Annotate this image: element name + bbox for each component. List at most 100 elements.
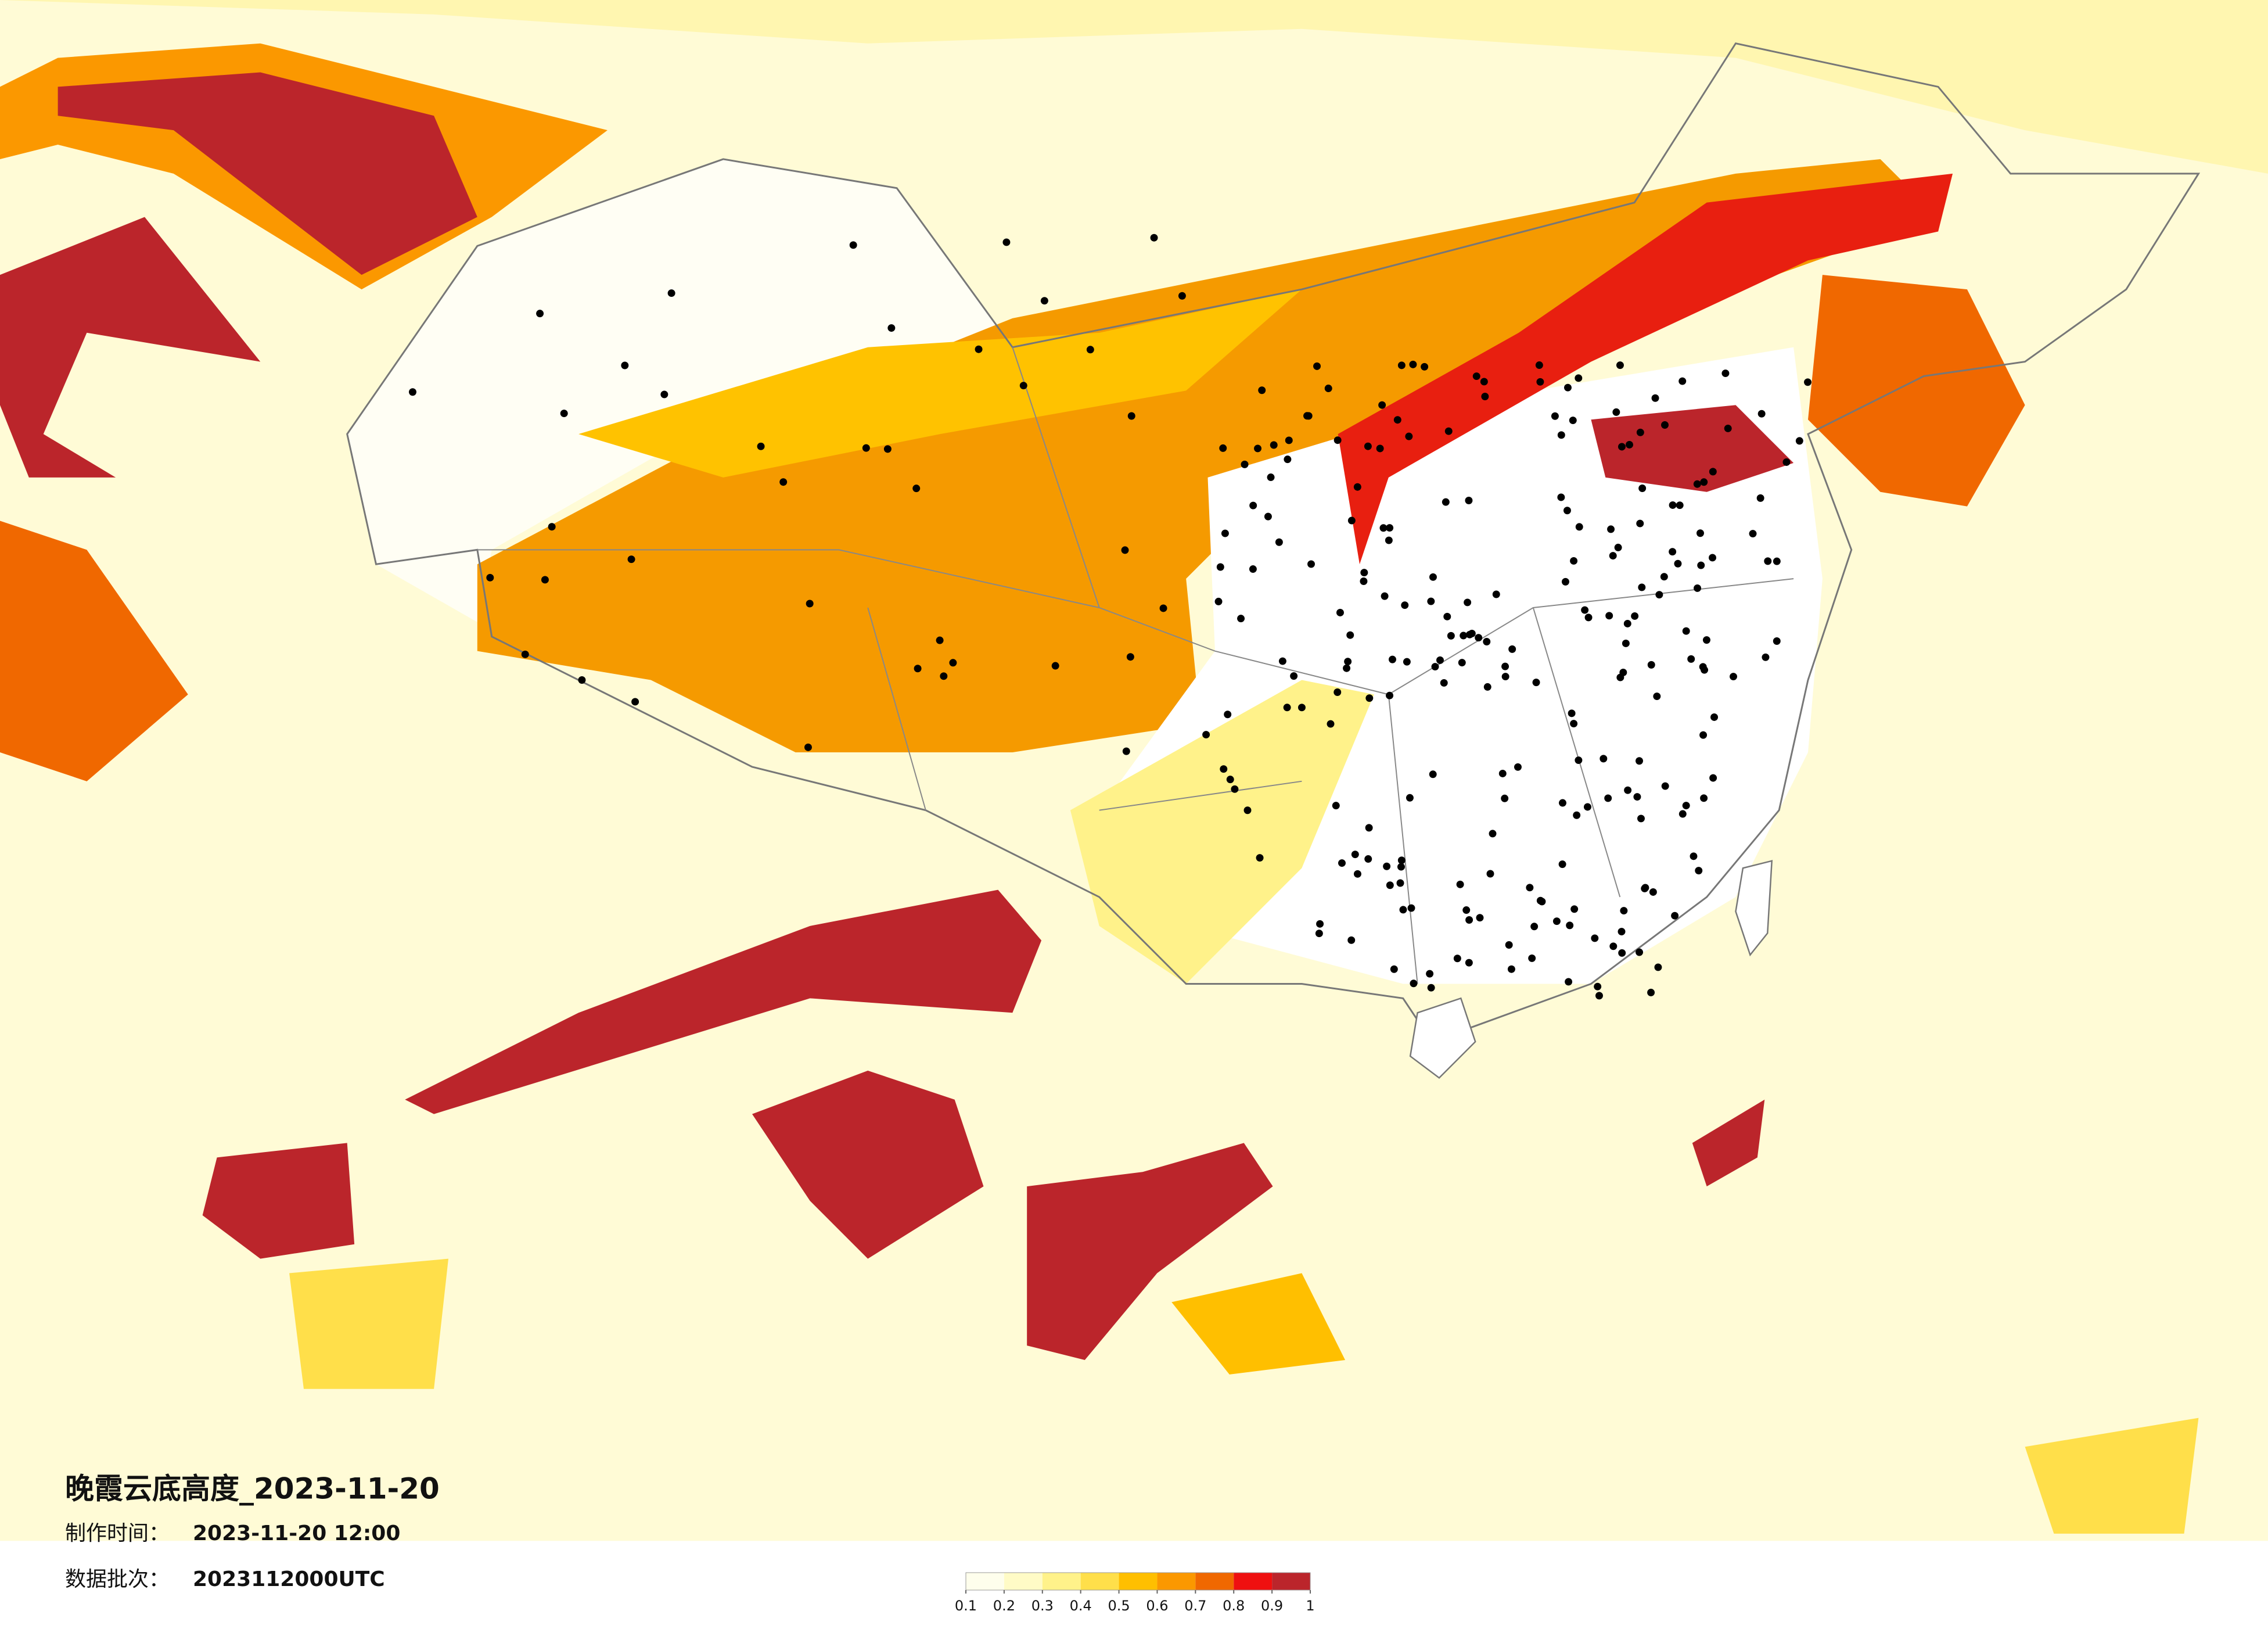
city-dot	[1429, 573, 1437, 581]
city-dot	[1343, 664, 1351, 672]
city-dot	[1618, 443, 1626, 451]
city-dot	[1346, 631, 1354, 639]
city-dot	[1669, 548, 1677, 556]
city-dot	[1661, 421, 1669, 429]
city-dot	[1508, 645, 1516, 653]
city-dot	[1638, 485, 1647, 492]
field-darkred-n	[1591, 405, 1794, 492]
city-dot	[1389, 655, 1396, 663]
city-dot	[1406, 794, 1414, 802]
city-dot	[1620, 907, 1628, 915]
city-dot	[1386, 881, 1394, 889]
city-dot	[1378, 401, 1386, 409]
field-amber-s	[1171, 1273, 1346, 1375]
city-dot	[1594, 982, 1602, 991]
city-dot	[1360, 577, 1368, 585]
city-dot	[1764, 557, 1772, 565]
city-dot	[1344, 658, 1352, 666]
city-dot	[1641, 884, 1649, 892]
city-dot	[1237, 615, 1245, 623]
city-dot	[1697, 561, 1705, 569]
city-dot	[1595, 992, 1603, 1000]
city-dot	[1538, 898, 1546, 906]
city-dot	[779, 478, 788, 486]
city-dot	[1678, 810, 1687, 818]
city-dot	[1530, 923, 1539, 931]
field-yellow-sw	[1070, 680, 1374, 984]
city-dot	[1364, 855, 1372, 863]
city-dot	[1636, 948, 1644, 956]
city-dot	[1532, 679, 1540, 687]
city-dot	[1581, 606, 1589, 614]
city-dot	[1040, 297, 1048, 305]
city-dot	[1465, 497, 1473, 504]
city-dot	[1440, 679, 1448, 687]
field-orange-ne	[1808, 275, 2025, 507]
city-dot	[1126, 653, 1134, 661]
city-dot	[1278, 657, 1286, 665]
city-dot	[1462, 906, 1471, 914]
city-dot	[1390, 965, 1398, 973]
city-dot	[940, 672, 948, 680]
city-dot	[1600, 755, 1608, 763]
city-dot	[1682, 802, 1690, 810]
city-dot	[1654, 963, 1662, 971]
city-dot	[1481, 393, 1489, 400]
city-dot	[1456, 880, 1464, 888]
city-dot	[1536, 378, 1544, 386]
city-dot	[1483, 638, 1491, 645]
city-dot	[621, 361, 629, 369]
city-dot	[1626, 440, 1633, 448]
city-dot	[887, 324, 896, 332]
city-dot	[1386, 524, 1394, 532]
field-darkred-w	[0, 217, 261, 478]
city-dot	[1696, 529, 1704, 537]
field-darkred-se	[1692, 1099, 1765, 1187]
city-dot	[1710, 713, 1719, 721]
city-dot	[1674, 559, 1682, 568]
field-darkred-sc	[1027, 1143, 1273, 1360]
city-dot	[1336, 608, 1344, 616]
city-dot	[1220, 765, 1228, 773]
colorbar-tick-label: 0.2	[993, 1598, 1015, 1614]
city-dot	[1431, 663, 1439, 671]
city-dot	[1397, 856, 1406, 864]
city-dot	[1360, 569, 1368, 577]
city-dot	[1647, 988, 1655, 996]
field-amber	[578, 289, 1302, 478]
city-dot	[1622, 639, 1630, 647]
city-dot	[1773, 637, 1781, 645]
city-dot	[1376, 444, 1384, 453]
city-dot	[1557, 431, 1565, 439]
city-dot	[1429, 770, 1437, 778]
city-dot	[1565, 978, 1573, 986]
city-dot	[1573, 811, 1581, 819]
city-dot	[1773, 557, 1781, 565]
city-dot	[1551, 412, 1559, 420]
city-dot	[660, 390, 668, 399]
batch: 2023112000UTC	[193, 1567, 385, 1591]
city-dot	[1483, 683, 1491, 691]
city-dot	[1327, 720, 1335, 728]
city-dot	[1609, 942, 1618, 950]
city-dot	[1694, 584, 1702, 592]
city-dot	[1804, 378, 1811, 386]
city-dot	[1721, 369, 1730, 378]
colorbar-tick-label: 0.9	[1261, 1598, 1283, 1614]
city-dot	[1324, 385, 1332, 392]
city-dot	[1122, 747, 1130, 755]
colorbar: 0.1 0.2 0.3 0.4 0.5 0.6 0.7 0.8 0.9 1	[955, 1572, 1315, 1614]
city-dot	[1353, 483, 1361, 491]
city-dot	[1086, 346, 1094, 354]
city-dot	[1486, 870, 1494, 878]
city-dot	[1558, 860, 1566, 869]
city-dot	[1426, 970, 1434, 978]
colorbar-bin	[1234, 1573, 1273, 1590]
field-yellow-se	[2025, 1418, 2199, 1534]
city-dot	[1649, 888, 1657, 896]
city-dot	[548, 523, 556, 531]
city-dot	[849, 241, 857, 249]
city-dot	[1616, 673, 1624, 681]
